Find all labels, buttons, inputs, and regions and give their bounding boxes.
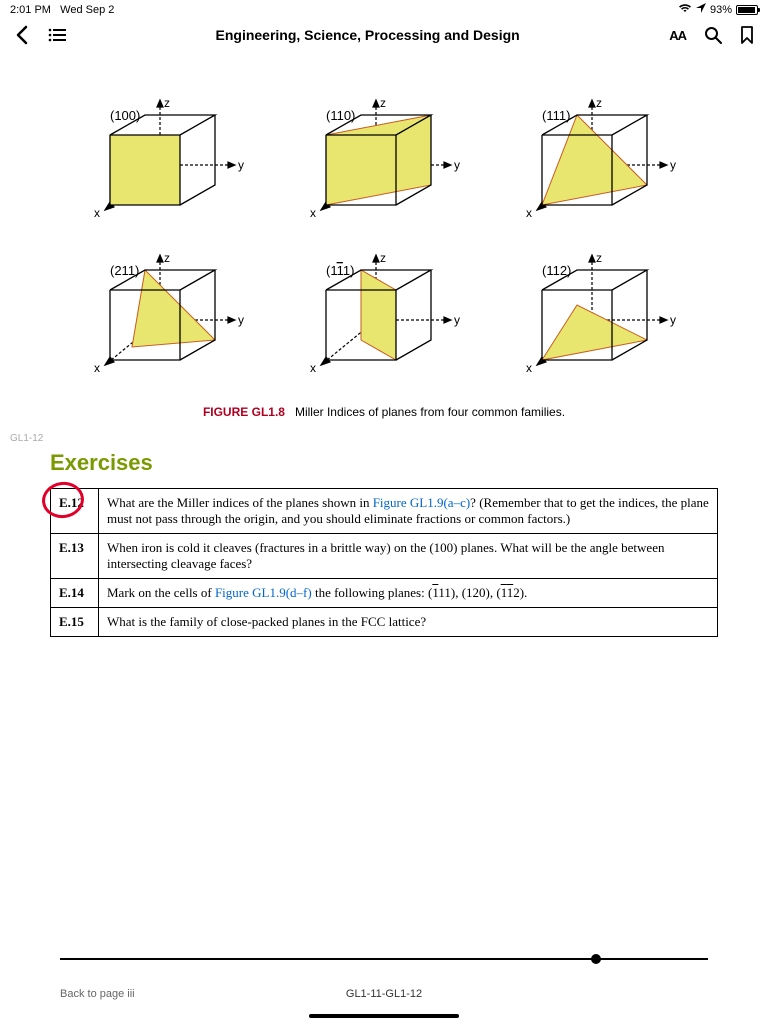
page-content: z y x (100) xyxy=(0,55,768,637)
svg-text:z: z xyxy=(596,96,602,110)
svg-text:z: z xyxy=(380,251,386,265)
table-row: E.14 Mark on the cells of Figure GL1.9(d… xyxy=(51,579,718,608)
svg-text:z: z xyxy=(380,96,386,110)
toc-button[interactable] xyxy=(48,28,66,42)
exercise-num: E.15 xyxy=(51,608,99,637)
figure-caption-text: Miller Indices of planes from four commo… xyxy=(295,405,565,419)
cube-110: z y x (110) xyxy=(286,95,482,240)
reader-footer: Back to page iii GL1-11-GL1-12 xyxy=(0,958,768,1000)
svg-text:y: y xyxy=(670,313,676,327)
back-to-page-link[interactable]: Back to page iii xyxy=(60,988,135,1000)
exercise-text: What are the Miller indices of the plane… xyxy=(99,489,718,534)
search-button[interactable] xyxy=(704,26,722,44)
exercise-text: When iron is cold it cleaves (fractures … xyxy=(99,534,718,579)
svg-text:y: y xyxy=(670,158,676,172)
svg-text:x: x xyxy=(94,361,100,375)
exercise-text: What is the family of close-packed plane… xyxy=(99,608,718,637)
exercises-heading: Exercises xyxy=(50,450,718,476)
battery-icon xyxy=(736,5,758,15)
home-indicator[interactable] xyxy=(309,1014,459,1018)
exercise-num: E.13 xyxy=(51,534,99,579)
figure-link[interactable]: Figure GL1.9(d–f) xyxy=(215,585,312,600)
progress-slider[interactable] xyxy=(60,958,708,960)
svg-text:y: y xyxy=(454,313,460,327)
status-time: 2:01 PM xyxy=(10,4,51,16)
svg-text:x: x xyxy=(526,206,532,220)
progress-thumb[interactable] xyxy=(591,954,601,964)
page-marker: GL1-12 xyxy=(10,433,718,444)
figure-caption: FIGURE GL1.8 Miller Indices of planes fr… xyxy=(50,405,718,419)
exercise-text: Mark on the cells of Figure GL1.9(d–f) t… xyxy=(99,579,718,608)
back-button[interactable] xyxy=(14,25,30,45)
cube-112: z y x (112) xyxy=(502,250,698,395)
exercises-table: E.12 What are the Miller indices of the … xyxy=(50,488,718,637)
exercise-num: E.14 xyxy=(51,579,99,608)
svg-text:x: x xyxy=(310,361,316,375)
exercise-num: E.12 xyxy=(51,489,99,534)
figure-label: FIGURE GL1.8 xyxy=(203,405,285,419)
wifi-icon xyxy=(678,3,692,16)
svg-text:z: z xyxy=(164,251,170,265)
svg-text:x: x xyxy=(310,206,316,220)
status-left: 2:01 PM Wed Sep 2 xyxy=(10,4,114,16)
cube-111: z y x (111) xyxy=(502,95,698,240)
page-title: Engineering, Science, Processing and Des… xyxy=(84,27,651,43)
svg-text:y: y xyxy=(238,158,244,172)
page-range: GL1-11-GL1-12 xyxy=(346,988,422,1000)
status-date: Wed Sep 2 xyxy=(60,4,114,16)
table-row: E.12 What are the Miller indices of the … xyxy=(51,489,718,534)
svg-text:z: z xyxy=(596,251,602,265)
reader-toolbar: Engineering, Science, Processing and Des… xyxy=(0,19,768,55)
cube-211: z y x (211) xyxy=(70,250,266,395)
status-right: 93% xyxy=(678,3,758,16)
cube-1bar11: z y x (111) xyxy=(286,250,482,395)
svg-text:x: x xyxy=(526,361,532,375)
svg-text:x: x xyxy=(94,206,100,220)
svg-text:y: y xyxy=(238,313,244,327)
svg-text:z: z xyxy=(164,96,170,110)
bookmark-button[interactable] xyxy=(740,26,754,44)
font-size-button[interactable]: AA xyxy=(669,28,686,43)
figure-grid: z y x (100) xyxy=(70,95,698,395)
figure-link[interactable]: Figure GL1.9(a–c) xyxy=(373,495,470,510)
location-icon xyxy=(696,3,706,16)
table-row: E.15 What is the family of close-packed … xyxy=(51,608,718,637)
status-bar: 2:01 PM Wed Sep 2 93% xyxy=(0,0,768,19)
svg-text:y: y xyxy=(454,158,460,172)
table-row: E.13 When iron is cold it cleaves (fract… xyxy=(51,534,718,579)
battery-pct: 93% xyxy=(710,4,732,16)
cube-100: z y x (100) xyxy=(70,95,266,240)
